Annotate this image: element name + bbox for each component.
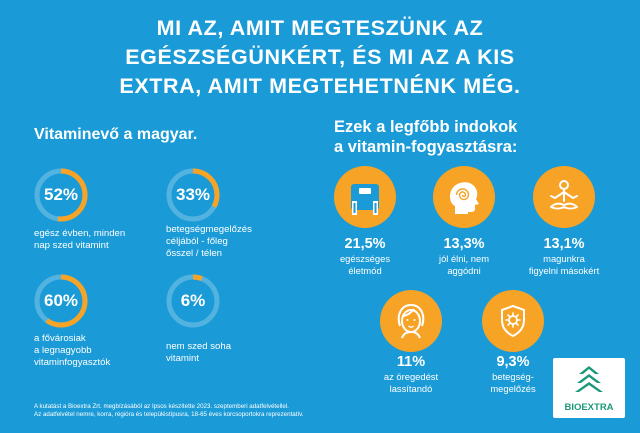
stat-line: a fővárosiak (34, 333, 86, 344)
stat-description: nem szed soha vitamint (166, 341, 231, 365)
stat-line: egész évben, minden (34, 228, 126, 239)
reason-value: 9,3% (496, 354, 530, 370)
footnote-line: Az adatfelvétel nemre, korra, régióra és… (34, 411, 304, 418)
stat-line: a legnagyobb (34, 345, 92, 356)
footnote: A kutatást a Bioextra Zrt. megbízásából … (34, 403, 304, 419)
progress-ring (34, 274, 88, 328)
reason-line: megelőzés (490, 382, 536, 394)
reason-label: magunkra figyelni másokért (514, 253, 614, 276)
stat-line: céljából - főleg (166, 236, 228, 247)
scale-icon (351, 184, 379, 215)
stat-line: vitamint (166, 353, 200, 364)
stat-value: 52% (43, 185, 79, 204)
stat-line: nem szed soha (166, 341, 232, 352)
stat-line: vitaminfogyasztók (34, 357, 111, 368)
stat-description: egész évben, minden nap szed vitamint (34, 228, 125, 252)
meditation-icon (550, 180, 578, 210)
reason-label: az öregedést lassítandó (361, 371, 461, 394)
footnote-line: A kutatást a Bioextra Zrt. megbízásából … (34, 403, 289, 410)
reason-label: jól élni, nem aggódni (414, 253, 514, 276)
stat-line: nap szed vitamint (34, 240, 109, 251)
progress-ring (34, 168, 88, 222)
title-line: EXTRA, AMIT MEGTEHETNÉNK MÉG. (119, 74, 521, 98)
logo-text: BIOEXTRA (564, 402, 614, 413)
head-spiral-icon (450, 182, 479, 214)
reason-line: az öregedést (383, 371, 439, 382)
left-heading: Vitaminevő a magyar. (34, 126, 198, 143)
page-title: MI AZ, AMIT MEGTESZÜNK AZ EGÉSZSÉGÜNKÉRT… (0, 14, 640, 101)
reason-label: betegség- megelőzés (463, 371, 563, 394)
reason-label: egészséges életmód (315, 253, 415, 276)
reason-value: 13,3% (443, 236, 485, 252)
woman-face-icon (397, 303, 425, 339)
stat-description: betegségmegelőzés céljából - főleg őssze… (166, 224, 252, 260)
reason-value: 11% (396, 354, 426, 370)
reason-line: jól élni, nem (438, 253, 490, 264)
stat-value: 6% (180, 291, 206, 310)
stat-ring-52: 52% (34, 168, 88, 222)
reason-line: figyelni másokért (528, 264, 600, 276)
reason-icon-circle (380, 290, 442, 352)
progress-ring (166, 168, 220, 222)
stat-value: 60% (43, 291, 79, 310)
progress-ring (166, 274, 220, 328)
reason-icon-circle (433, 166, 495, 228)
reason-line: magunkra (543, 253, 585, 264)
stat-ring-60: 60% (34, 274, 88, 328)
leaf-stack-icon (575, 366, 603, 392)
stat-description: a fővárosiak a legnagyobb vitaminfogyasz… (34, 333, 110, 369)
reason-icon-circle (533, 166, 595, 228)
stat-line: ősszel / télen (166, 248, 222, 259)
bioextra-logo: BIOEXTRA (553, 358, 625, 418)
right-heading-line: a vitamin-fogyasztásra: (334, 138, 518, 156)
stat-ring-6: 6% (166, 274, 220, 328)
right-heading-line: Ezek a legfőbb indokok (334, 118, 518, 136)
reason-icon-circle (334, 166, 396, 228)
reason-line: egészséges (339, 253, 391, 264)
reason-line: életmód (348, 264, 382, 276)
reason-line: aggódni (447, 264, 481, 276)
reason-icon-circle (482, 290, 544, 352)
stat-value: 33% (175, 185, 211, 204)
stat-ring-33: 33% (166, 168, 220, 222)
title-line: EGÉSZSÉGÜNKÉRT, ÉS MI AZ A KIS (125, 45, 515, 69)
title-line: MI AZ, AMIT MEGTESZÜNK AZ (156, 16, 484, 40)
shield-virus-icon (501, 305, 525, 337)
stat-line: betegségmegelőzés (166, 224, 252, 235)
reason-value: 13,1% (543, 236, 585, 252)
reason-line: betegség- (492, 371, 534, 382)
reason-value: 21,5% (344, 236, 386, 252)
right-heading: Ezek a legfőbb indokok a vitamin-fogyasz… (334, 117, 517, 157)
reason-line: lassítandó (389, 382, 433, 394)
